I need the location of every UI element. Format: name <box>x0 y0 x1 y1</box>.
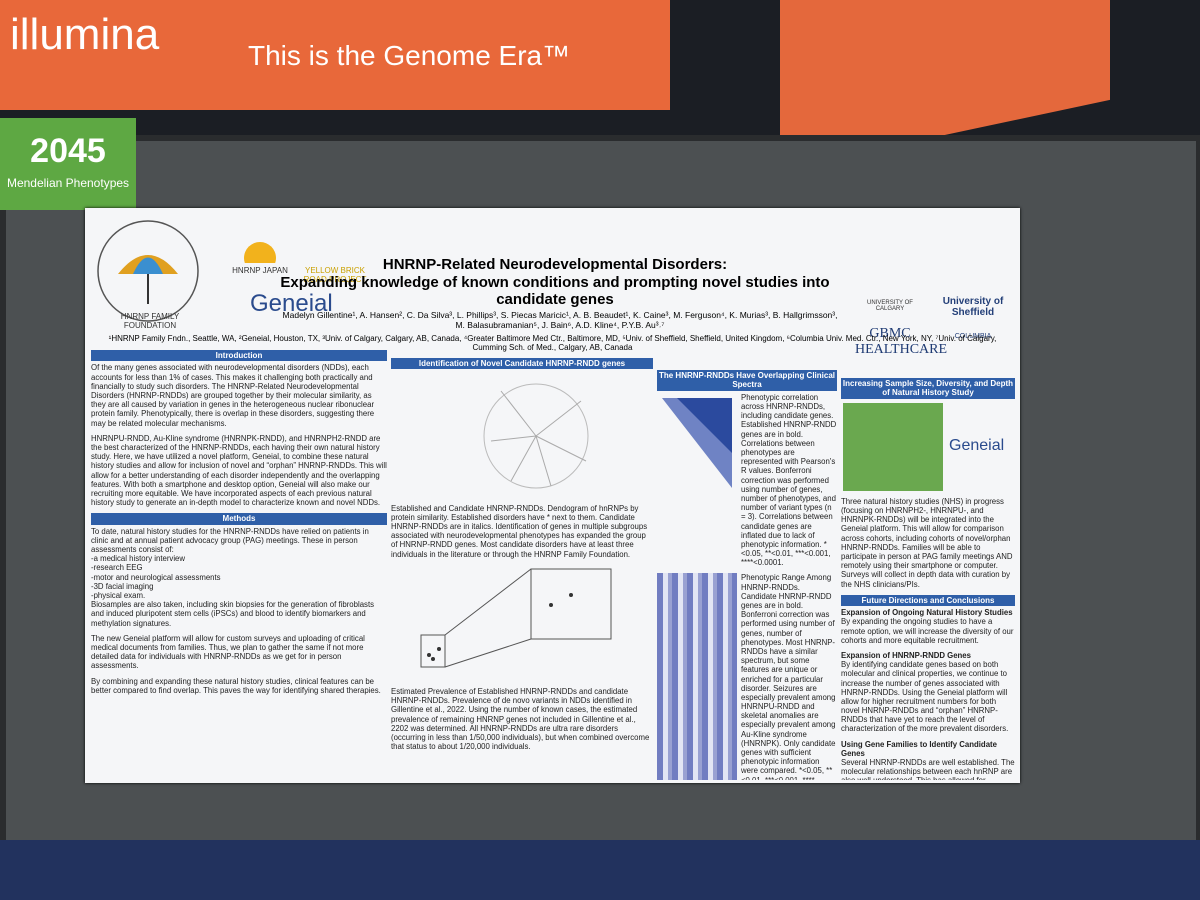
list-item: -motor and neurological assessments <box>91 572 221 582</box>
section-heading: Increasing Sample Size, Diversity, and D… <box>841 378 1015 399</box>
column-4: Increasing Sample Size, Diversity, and D… <box>841 376 1015 780</box>
logo-text: COLUMBIA <box>954 333 992 340</box>
paragraph: Biosamples are also taken, including ski… <box>91 600 375 628</box>
methods-list: -a medical history interview -research EE… <box>91 554 387 600</box>
banner: illumina This is the Genome Era™ <box>0 0 670 110</box>
methods-text: Biosamples are also taken, including ski… <box>91 600 387 695</box>
list-item: -a medical history interview <box>91 554 186 564</box>
caption: Established and Candidate HNRNP-RNDDs. D… <box>391 503 648 559</box>
text: Three natural history studies (NHS) in p… <box>841 496 1013 589</box>
title: HNRNP-Related Neurodevelopmental Disorde… <box>382 256 728 273</box>
paragraph: The new Geneial platform will allow for … <box>91 633 365 671</box>
logo-text: Geneial <box>949 436 1005 454</box>
item-title: Using Gene Families to Identify Candidat… <box>841 739 997 758</box>
logo-text: University of Sheffield <box>942 296 1004 318</box>
caption: Phenotypic correlation across HNRNP-RNDD… <box>741 392 837 568</box>
caption: Phenotypic Range Among HNRNP-RNDDs. Cand… <box>741 573 836 780</box>
dendrogram <box>483 383 589 489</box>
section-heading: Methods <box>91 513 387 525</box>
logo-text: YELLOW BRICK ROAD PROJECT <box>303 266 367 284</box>
poster: HNRNP FAMILY FOUNDATION HNRNP JAPAN YELL… <box>85 208 1020 783</box>
list-item: -physical exam. <box>91 591 146 600</box>
section-heading: The HNRNP-RNDDs Have Overlapping Clinica… <box>657 370 837 391</box>
logo-text: HNRNP FAMILY FOUNDATION <box>120 312 180 330</box>
logo-text: HNRNP JAPAN <box>232 266 288 275</box>
workflow <box>843 402 943 491</box>
section-heading: Future Directions and Conclusions <box>841 594 1015 607</box>
umbrella-logo <box>97 220 199 322</box>
brand: illumina <box>10 10 160 59</box>
item-title: Expansion of Ongoing Natural History Stu… <box>841 608 1013 618</box>
subtitle: Expanding knowledge of known conditions … <box>280 274 830 309</box>
column-2: Identification of Novel Candidate HNRNP-… <box>391 356 653 780</box>
list-item: -3D facial imaging <box>91 581 154 591</box>
logo-text: GBMC HEALTHCARE <box>855 326 948 357</box>
correlation-matrix <box>662 397 732 488</box>
section-heading: Introduction <box>91 350 387 362</box>
affiliations: ¹HNRNP Family Fndn., Seattle, WA, ²Genei… <box>108 334 997 352</box>
column-1: Introduction Of the many genes associate… <box>91 348 387 780</box>
paragraph: Of the many genes associated with neurod… <box>91 363 375 428</box>
column-3: The HNRNP-RNDDs Have Overlapping Clinica… <box>657 368 837 780</box>
logo-text: Geneial <box>250 290 333 317</box>
item-text: By identifying candidate genes based on … <box>841 660 1009 734</box>
board-label: Mendelian Phenotypes <box>6 176 130 190</box>
board-number: 2045 <box>30 132 106 170</box>
floor <box>0 840 1200 900</box>
future-items: Expansion of Ongoing Natural History Stu… <box>841 608 1015 780</box>
sun-logo <box>244 242 276 263</box>
tagline: This is the Genome Era™ <box>248 40 571 71</box>
item-text: Several HNRNP-RNDDs are well established… <box>841 758 1015 780</box>
list-item: -research EEG <box>91 563 143 573</box>
logo-text: UNIVERSITY OF CALGARY <box>867 300 913 312</box>
methods-intro: To date, natural history studies for the… <box>91 526 369 555</box>
caption: Estimated Prevalence of Established HNRN… <box>391 686 650 752</box>
board-sign: 2045 Mendelian Phenotypes <box>0 118 136 210</box>
intro: Of the many genes associated with neurod… <box>91 363 387 507</box>
phenotype-heatmap <box>657 573 737 780</box>
item-title: Expansion of HNRNP-RNDD Genes <box>841 650 971 660</box>
prevalence-plot <box>420 568 612 668</box>
authors: Madelyn Gillentine¹, A. Hansen², C. Da S… <box>282 310 838 330</box>
item-text: By expanding the ongoing studies to have… <box>841 617 1014 645</box>
paragraph: By combining and expanding these natural… <box>91 676 381 695</box>
workflow-figure: Geneial <box>841 401 1015 497</box>
section-heading: Identification of Novel Candidate HNRNP-… <box>391 358 653 370</box>
paragraph: HNRNPU-RNDD, Au-Kline syndrome (HNRNPK-R… <box>91 433 387 508</box>
